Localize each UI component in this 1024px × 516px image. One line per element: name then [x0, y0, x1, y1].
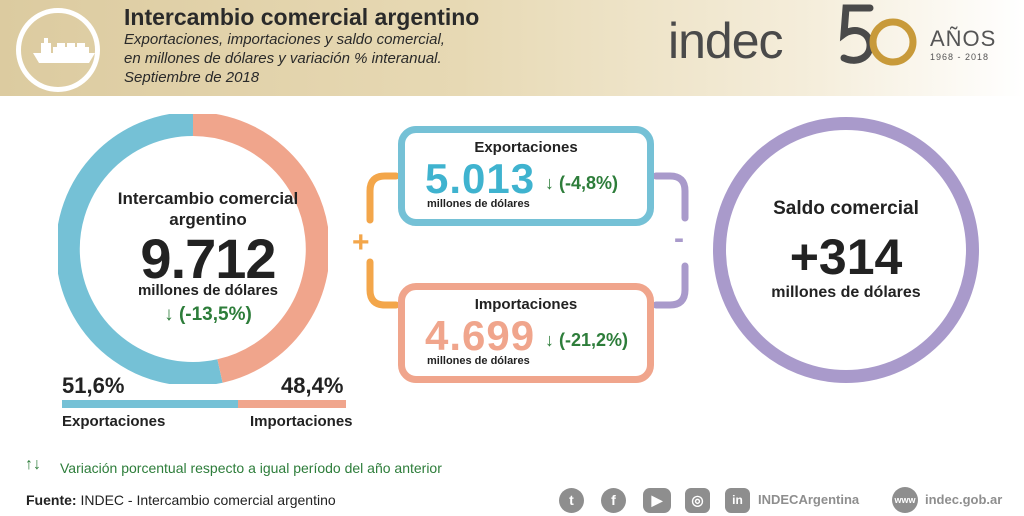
website-icon[interactable]: www: [892, 487, 918, 513]
trade-share-donut: [58, 114, 328, 384]
fifty-years-logo-icon: [838, 2, 918, 77]
import-share-pct: 48,4%: [281, 373, 344, 398]
exports-card: Exportaciones 5.013 ↓ (-4,8%) millones d…: [398, 126, 654, 226]
imports-card: Importaciones 4.699 ↓ (-21,2%) millones …: [398, 283, 654, 383]
youtube-icon[interactable]: ▶: [643, 488, 671, 513]
source-label: Fuente:: [26, 492, 77, 508]
imports-variation: ↓ (-21,2%): [545, 330, 629, 350]
imports-title: Importaciones: [474, 296, 578, 313]
ship-icon: [16, 8, 100, 92]
logo-anos: AÑOS: [930, 26, 997, 51]
export-share-pct: 51,6%: [62, 373, 125, 398]
plus-sign: +: [352, 226, 370, 259]
linkedin-icon[interactable]: in: [725, 488, 750, 513]
header-banner: Intercambio comercial argentino Exportac…: [0, 0, 1024, 96]
subtitle-line-2: en millones de dólares y variación % int…: [124, 50, 442, 67]
total-variation: ↓ (-13,5%): [164, 304, 252, 325]
export-share-bar: [62, 400, 238, 408]
social-handle[interactable]: INDECArgentina: [758, 492, 860, 507]
total-title: Intercambio comercial argentino: [117, 189, 299, 229]
imports-unit: millones de dólares: [427, 355, 530, 367]
balance-value: +314: [789, 229, 903, 285]
total-value: 9.712: [140, 227, 276, 290]
facebook-icon[interactable]: f: [601, 488, 626, 513]
balance-unit: millones de dólares: [771, 284, 921, 301]
exports-variation: ↓ (-4,8%): [545, 173, 619, 193]
source-text: INDEC - Intercambio comercial argentino: [80, 492, 336, 508]
source-note: Fuente: INDEC - Intercambio comercial ar…: [26, 492, 336, 508]
exports-value: 5.013: [425, 155, 536, 202]
indec-logo-text: indec: [668, 13, 784, 69]
exports-unit: millones de dólares: [427, 198, 530, 210]
twitter-icon[interactable]: t: [559, 488, 584, 513]
up-down-arrows-icon: ↑↓: [25, 456, 41, 473]
import-share-bar: [238, 400, 346, 408]
subtitle-line-1: Exportaciones, importaciones y saldo com…: [124, 31, 445, 48]
total-unit: millones de dólares: [137, 282, 279, 299]
donut-exports-segment: [58, 114, 223, 384]
instagram-icon[interactable]: ◎: [685, 488, 710, 513]
balance-title: Saldo comercial: [773, 198, 919, 219]
website-link[interactable]: indec.gob.ar: [925, 492, 1003, 507]
logo-years: 1968 - 2018: [930, 52, 990, 62]
exports-title: Exportaciones: [474, 139, 578, 156]
subtitle-period: Septiembre de 2018: [124, 69, 260, 86]
export-share-label: Exportaciones: [62, 413, 166, 430]
page-title: Intercambio comercial argentino: [124, 4, 480, 30]
donut-imports-segment: [192, 114, 328, 383]
minus-sign: -: [674, 222, 684, 255]
import-share-label: Importaciones: [250, 413, 353, 430]
variation-legend: Variación porcentual respecto a igual pe…: [60, 460, 442, 476]
imports-value: 4.699: [425, 312, 536, 359]
